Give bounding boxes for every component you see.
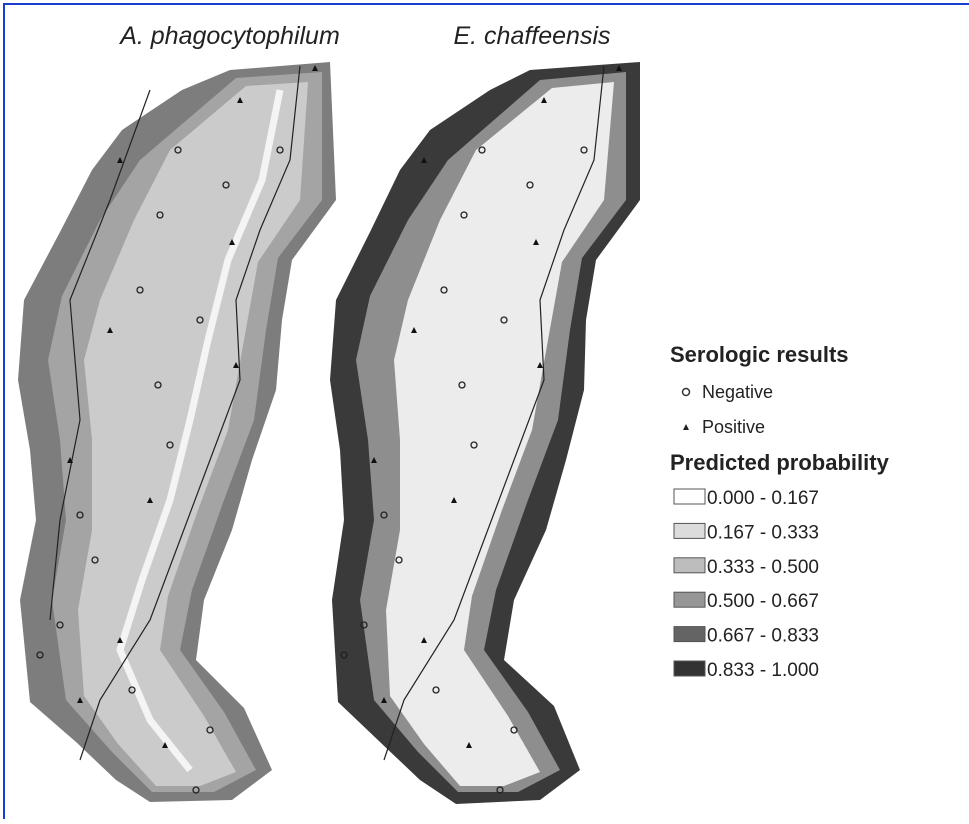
legend-swatch (674, 523, 705, 538)
legend-swatch (674, 627, 705, 642)
map-title: A. phagocytophilum (118, 22, 340, 50)
page: {"maps": [{"title": "A. phagocytophilum"… (0, 0, 969, 819)
legend-swatch (674, 489, 705, 504)
positive-symbol (683, 424, 689, 430)
legend-class: 0.167 - 0.333 (707, 522, 819, 543)
map-title: E. chaffeensis (453, 22, 610, 50)
legend-class: 0.500 - 0.667 (707, 591, 819, 612)
legend-class: 0.833 - 1.000 (707, 660, 819, 681)
legend-item: Negative (702, 382, 773, 402)
legend-item: Positive (702, 417, 765, 437)
legend-title: Serologic results (670, 342, 849, 367)
legend-swatch (674, 592, 705, 607)
legend-title: Predicted probability (670, 450, 890, 475)
legend-class: 0.667 - 0.833 (707, 626, 819, 647)
legend-class: 0.000 - 0.167 (707, 488, 819, 509)
legend-class: 0.333 - 0.500 (707, 557, 819, 578)
legend: Serologic results Negative Positive Pred… (670, 342, 890, 681)
figure: A. phagocytophilum E. chaffeensis Serolo… (0, 0, 969, 819)
map-e-chaffeensis (330, 62, 640, 804)
map-a-phagocytophilum (18, 62, 336, 802)
negative-symbol (683, 389, 690, 396)
legend-swatch (674, 558, 705, 573)
legend-swatch (674, 661, 705, 676)
